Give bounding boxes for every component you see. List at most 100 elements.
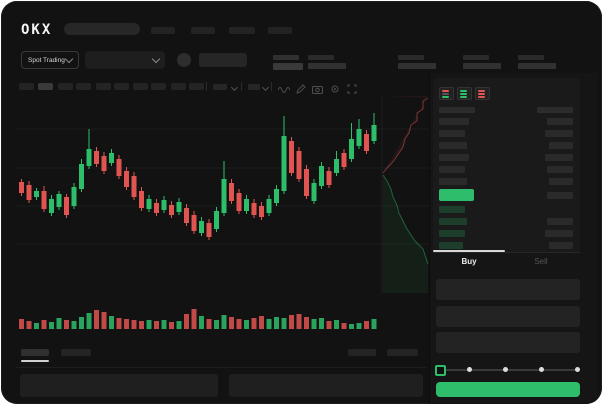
ask-amount [549, 178, 573, 185]
book-both-icon[interactable] [439, 87, 454, 100]
search-input[interactable] [64, 23, 140, 35]
slider-handle[interactable] [435, 365, 446, 376]
toolbar-interval-button[interactable] [96, 83, 111, 90]
bottom-info-panel [229, 374, 423, 397]
ask-price[interactable] [439, 154, 469, 161]
market-type-dropdown[interactable]: Spot Trading [21, 51, 79, 69]
bid-price[interactable] [439, 242, 463, 249]
toolbar-interval-button[interactable] [38, 83, 53, 90]
volume-bar [214, 320, 219, 329]
toolbar-interval-button[interactable] [58, 83, 73, 90]
tab-buy[interactable]: Buy [461, 257, 477, 266]
toolbar-interval-button[interactable] [76, 83, 91, 90]
draw-pencil-icon[interactable] [296, 81, 308, 94]
camera-snapshot-icon[interactable] [312, 81, 324, 94]
slider-track[interactable] [439, 369, 579, 371]
volume-bar [34, 323, 39, 329]
depth-asks-line [382, 97, 429, 174]
nav-item[interactable] [229, 27, 255, 34]
bid-amount [545, 230, 573, 237]
interval-selector[interactable] [213, 84, 227, 90]
indicators-wave-icon[interactable] [277, 81, 291, 93]
volume-bar [364, 321, 369, 329]
settings-gear-icon[interactable] [330, 81, 342, 93]
nav-item[interactable] [151, 27, 175, 34]
slider-dot[interactable] [503, 367, 508, 372]
toolbar-interval-button[interactable] [171, 83, 186, 90]
toolbar-interval-button[interactable] [133, 83, 148, 90]
toggle-bar [460, 93, 467, 95]
chart-canvas[interactable] [16, 96, 431, 341]
bottom-action-button[interactable] [348, 349, 376, 356]
slider-dot[interactable] [539, 367, 544, 372]
bid-price[interactable] [439, 218, 467, 225]
bid-price[interactable] [439, 206, 465, 213]
candle-body [176, 202, 182, 212]
volume-bar [146, 320, 152, 329]
bottom-tab[interactable] [21, 349, 49, 356]
bid-amount [549, 242, 573, 249]
order-total-field[interactable] [436, 332, 580, 353]
candle-body [101, 156, 107, 171]
candle-body [311, 183, 317, 201]
order-amount-field[interactable] [436, 306, 580, 327]
toolbar-divider [206, 82, 207, 91]
candle-body [304, 169, 309, 196]
nav-item[interactable] [191, 27, 215, 34]
market-type-label: Spot Trading [28, 56, 65, 64]
ask-price[interactable] [439, 166, 465, 173]
toolbar-interval-button[interactable] [19, 83, 34, 90]
book-bids-icon[interactable] [457, 87, 472, 100]
bottom-tab[interactable] [61, 349, 91, 356]
pair-dropdown[interactable] [85, 51, 165, 69]
volume-bar [116, 318, 122, 329]
volume-bar [334, 320, 339, 329]
volume-bar [19, 319, 24, 329]
candle-body [169, 205, 174, 215]
candle-body [191, 215, 197, 231]
ask-price[interactable] [439, 118, 469, 125]
slider-dot[interactable] [575, 367, 580, 372]
ask-price[interactable] [439, 142, 467, 149]
toolbar-interval-button[interactable] [151, 83, 166, 90]
ask-price[interactable] [439, 178, 467, 185]
volume-bar [41, 320, 47, 329]
bid-price[interactable] [439, 230, 465, 237]
volume-bar [56, 318, 62, 329]
chevron-down-icon [151, 54, 161, 63]
chart-type-selector[interactable] [248, 84, 260, 90]
ask-price[interactable] [439, 130, 465, 137]
tab-sell[interactable]: Sell [534, 257, 548, 266]
toolbar-interval-button[interactable] [114, 83, 129, 90]
volume-bar [131, 320, 137, 329]
last-price-placeholder [273, 55, 299, 60]
chevron-down-icon[interactable] [261, 83, 270, 92]
buy-button[interactable] [436, 382, 580, 397]
candle-body [319, 166, 324, 186]
bottom-action-button[interactable] [387, 349, 418, 356]
candle-body [34, 191, 39, 197]
chevron-down-icon[interactable] [230, 83, 239, 92]
pair-action-button[interactable] [199, 53, 247, 67]
toolbar-interval-button[interactable] [189, 83, 204, 90]
candle-body [341, 153, 347, 167]
candle-body [19, 182, 24, 193]
active-tab-underline [21, 360, 49, 362]
last-price-bar [439, 189, 474, 201]
volume-bar [161, 320, 167, 329]
nav-item[interactable] [268, 27, 292, 34]
order-price-field[interactable] [436, 279, 580, 300]
ask-amount [547, 118, 573, 125]
volume-bar [229, 317, 234, 329]
toggle-bar [442, 90, 449, 92]
toolbar-divider [241, 82, 242, 91]
volume-bar [86, 313, 92, 329]
slider-dot[interactable] [467, 367, 472, 372]
candle-body [289, 141, 294, 173]
fullscreen-expand-icon[interactable] [347, 81, 359, 94]
volume-bar [206, 319, 212, 329]
book-asks-icon[interactable] [475, 87, 490, 100]
candlestick-chart[interactable] [16, 96, 431, 341]
candle-body [109, 153, 114, 163]
candle-body [364, 134, 369, 151]
